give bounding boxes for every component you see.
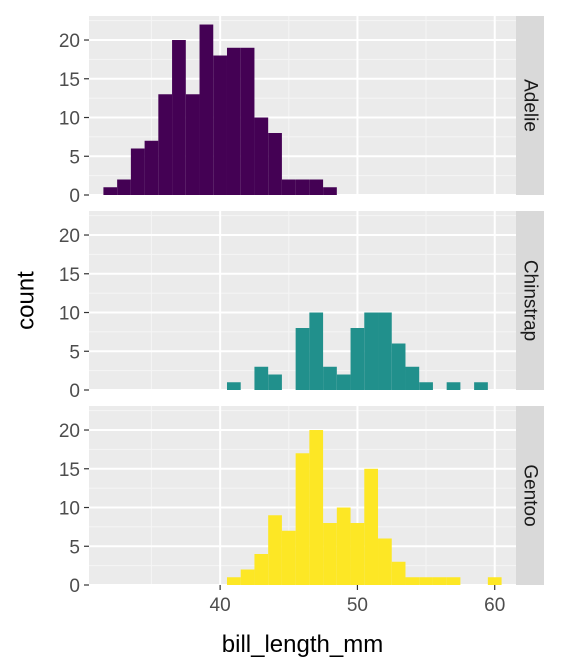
histogram-bar (378, 538, 392, 585)
y-tick-label: 10 (59, 304, 80, 325)
y-tick-label: 15 (59, 70, 80, 91)
histogram-bar (117, 179, 131, 195)
y-tick-label: 0 (69, 186, 80, 207)
histogram-bar (254, 117, 269, 195)
histogram-bar (419, 577, 433, 585)
histogram-bar (323, 366, 337, 390)
histogram-bar (364, 312, 379, 390)
panel-gentoo: 0 5 10 15 20 Gentoo (59, 406, 544, 597)
x-tick-label: 50 (347, 595, 368, 616)
histogram-bar (144, 140, 159, 195)
y-tick-label: 20 (59, 421, 80, 442)
histogram-bar (350, 328, 365, 390)
histogram-bar (350, 523, 365, 585)
histogram-bar (364, 468, 379, 585)
histogram-bar (446, 382, 461, 390)
histogram-bar (391, 561, 406, 585)
histogram-bar (336, 507, 351, 585)
y-tick-label: 10 (59, 499, 80, 520)
histogram-bar (295, 328, 310, 390)
y-tick-label: 0 (69, 381, 80, 402)
histogram-bar (432, 577, 447, 585)
histogram-bar (378, 312, 392, 390)
histogram-bar (309, 179, 324, 195)
y-tick-label: 5 (69, 537, 80, 558)
histogram-bar (240, 47, 255, 195)
histogram-bar (213, 55, 227, 195)
facet-strip (516, 16, 544, 195)
histogram-bar (185, 94, 200, 195)
y-tick-label: 10 (59, 109, 80, 130)
facet-panels: 0 5 10 15 20 Adelie 0 5 10 15 20 Chinstrap 0 5 10 15 20 G… (59, 16, 544, 616)
y-tick-label: 0 (69, 576, 80, 597)
histogram-bar (158, 94, 173, 195)
histogram-bar (309, 312, 324, 390)
histogram-bar (268, 133, 282, 195)
y-tick-label: 20 (59, 226, 80, 247)
histogram-bar (240, 569, 255, 585)
facet-strip (516, 211, 544, 390)
histogram-bar (474, 382, 488, 390)
histogram-bar (103, 187, 118, 195)
histogram-bar (268, 515, 282, 585)
histogram-bar (487, 577, 502, 585)
histogram-bar (309, 430, 324, 585)
histogram-bar (391, 343, 406, 390)
histogram-bar (281, 530, 296, 585)
panel-adelie: 0 5 10 15 20 Adelie (59, 16, 544, 207)
histogram-bar (226, 382, 241, 390)
histogram-bar (130, 148, 145, 195)
y-tick-label: 15 (59, 265, 80, 286)
histogram-bar (281, 179, 296, 195)
y-tick-label: 20 (59, 31, 80, 52)
histogram-bar (172, 40, 186, 196)
histogram-bar (323, 523, 337, 585)
x-axis-title: bill_length_mm (222, 631, 383, 658)
facet-label-gentoo: Gentoo (520, 464, 541, 526)
facet-strip (516, 406, 544, 585)
histogram-bar (226, 577, 241, 585)
histogram-bar (226, 47, 241, 195)
histogram-bar (199, 24, 214, 196)
histogram-bar (254, 366, 269, 390)
histogram-bar (268, 374, 282, 390)
histogram-bar (295, 453, 310, 585)
panel-chinstrap: 0 5 10 15 20 Chinstrap (59, 211, 544, 402)
histogram-bar (405, 366, 420, 390)
y-tick-label: 5 (69, 147, 80, 168)
x-tick-label: 40 (210, 595, 231, 616)
histogram-bar (323, 187, 337, 195)
y-tick-label: 5 (69, 342, 80, 363)
histogram-bar (254, 554, 269, 585)
y-axis-title: count (13, 271, 40, 330)
facet-label-chinstrap: Chinstrap (520, 260, 541, 341)
histogram-bar (419, 382, 433, 390)
x-tick-label: 60 (484, 595, 505, 616)
y-tick-label: 15 (59, 460, 80, 481)
histogram-bar (446, 577, 461, 585)
histogram-bar (336, 374, 351, 390)
histogram-bar (405, 577, 420, 585)
histogram-bar (295, 179, 310, 195)
facet-label-adelie: Adelie (520, 79, 541, 132)
